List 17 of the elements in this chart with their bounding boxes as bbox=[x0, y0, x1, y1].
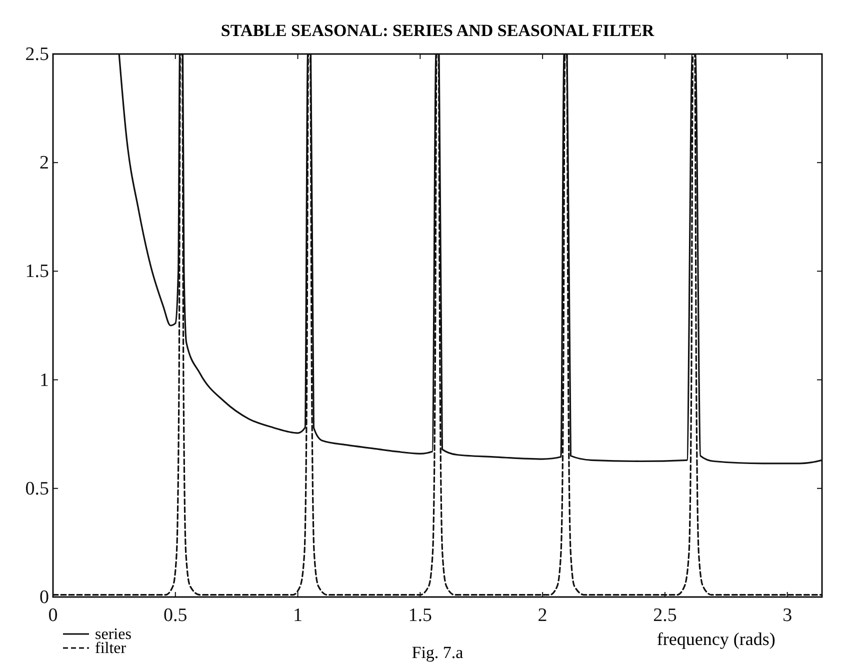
chart-title: STABLE SEASONAL: SERIES AND SEASONAL FILTER bbox=[220, 21, 655, 40]
x-tick-label: 2.5 bbox=[653, 605, 677, 626]
legend-label: series bbox=[95, 626, 132, 643]
y-tick-label: 0.5 bbox=[25, 478, 49, 500]
y-tick-label: 1.5 bbox=[25, 261, 49, 282]
x-tick-label: 1.5 bbox=[408, 605, 432, 626]
y-tick-label: 2 bbox=[40, 152, 49, 174]
x-axis-title: frequency (rads) bbox=[656, 629, 776, 649]
y-tick-label: 1 bbox=[40, 370, 49, 391]
y-tick-label: 2.5 bbox=[25, 44, 49, 65]
caption: Fig. 7.a bbox=[412, 643, 464, 662]
y-tick-label: 0 bbox=[40, 587, 49, 608]
x-tick-label: 2 bbox=[538, 605, 548, 626]
legend-label: filter bbox=[95, 640, 127, 657]
x-tick-label: 0.5 bbox=[164, 605, 188, 626]
x-tick-label: 1 bbox=[293, 605, 303, 626]
x-tick-label: 3 bbox=[782, 605, 792, 626]
